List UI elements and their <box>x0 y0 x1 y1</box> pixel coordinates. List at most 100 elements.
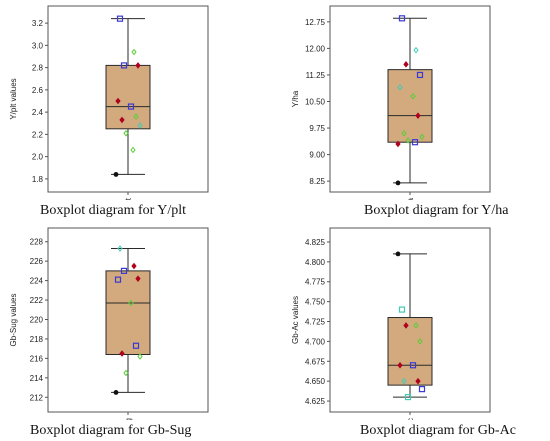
data-point <box>115 97 121 105</box>
data-point <box>403 61 409 68</box>
data-point <box>411 139 419 146</box>
iqr-box <box>105 270 151 356</box>
y-tick-label: 4.675 <box>305 357 326 366</box>
y-axis-label: Y/plt values <box>9 78 18 119</box>
outlier-point <box>113 390 119 395</box>
y-tick-label: 2.0 <box>32 153 44 162</box>
data-point <box>116 15 124 22</box>
iqr-box <box>387 317 433 386</box>
y-tick-label: 216 <box>30 354 44 363</box>
data-point <box>417 338 423 345</box>
y-tick-label: 11.25 <box>306 71 326 80</box>
boxplot-chart-gb-ac: 4.625 4.650 4.675 4.700 4.725 4.750 4.775 4.800… <box>291 227 491 420</box>
data-point <box>135 275 141 282</box>
category-label: Y/plt <box>124 197 133 200</box>
y-tick-label: 2.8 <box>32 64 44 73</box>
boxplot-chart-y-plt: 1.8 2.0 2.2 2.4 2.6 2.8 3.0 3.2 Y/plt values Y/pl… <box>9 5 209 200</box>
y-tick-label: 2.4 <box>32 108 44 117</box>
y-tick-label: 9.00 <box>309 151 325 160</box>
y-tick-label: 4.825 <box>305 238 326 247</box>
y-tick-label: 218 <box>30 335 44 344</box>
data-point <box>120 62 128 69</box>
data-point <box>135 62 141 69</box>
data-point <box>133 113 139 120</box>
data-point <box>123 129 129 137</box>
data-point <box>114 276 122 283</box>
data-point <box>132 342 140 349</box>
outlier-point <box>395 251 401 257</box>
data-point <box>413 322 419 329</box>
category-label: Gb-Sug <box>124 418 133 420</box>
data-point <box>404 393 412 401</box>
data-point <box>119 116 125 124</box>
caption-gb-sug: Boxplot diagram for Gb-Sug <box>30 423 192 438</box>
data-point <box>137 122 143 129</box>
data-point <box>398 306 406 313</box>
data-point <box>403 322 409 329</box>
data-point <box>117 245 123 252</box>
data-point <box>131 262 137 270</box>
data-point <box>415 112 421 119</box>
data-point <box>418 386 426 393</box>
data-point <box>120 267 128 274</box>
y-tick-label: 4.800 <box>305 258 326 267</box>
caption-gb-ac: Boxplot diagram for Gb-Ac <box>360 423 516 438</box>
y-tick-label: 1.8 <box>32 175 44 184</box>
data-point <box>410 92 416 100</box>
y-tick-label: 4.650 <box>305 377 326 386</box>
y-tick-label: 8.25 <box>309 177 325 186</box>
caption-y-plt: Boxplot diagram for Y/plt <box>40 203 187 218</box>
data-point <box>130 146 136 154</box>
y-tick-label: 4.725 <box>305 318 326 327</box>
y-tick-label: 222 <box>30 296 44 305</box>
data-point <box>123 369 129 377</box>
y-tick-label: 4.625 <box>305 397 326 406</box>
y-axis-label: Gb-Sug values <box>9 294 18 347</box>
boxplot-chart-y-ha: 8.25 9.00 9.75 10.50 11.25 12.00 12.75 Y/ha Y/ha <box>291 5 491 200</box>
data-point <box>413 46 419 54</box>
category-label: Gb-Ac <box>406 418 415 420</box>
y-tick-label: 220 <box>30 316 44 325</box>
y-tick-label: 214 <box>30 374 44 383</box>
boxplot-chart-gb-sug: 212 214 216 218 220 222 224 226 228 Gb-Sug values… <box>9 227 209 420</box>
y-tick-label: 12.00 <box>305 44 326 53</box>
y-tick-label: 212 <box>30 393 44 402</box>
data-point <box>398 15 406 22</box>
data-point <box>419 133 425 141</box>
data-point <box>395 140 401 148</box>
y-tick-label: 3.2 <box>32 19 44 28</box>
data-point <box>409 362 417 369</box>
data-point <box>128 299 134 307</box>
data-point <box>397 84 403 91</box>
y-tick-label: 12.75 <box>305 18 326 27</box>
outlier-point <box>113 172 119 177</box>
caption-y-ha: Boxplot diagram for Y/ha <box>364 203 509 218</box>
data-point <box>401 130 407 137</box>
y-axis-label: Y/ha <box>291 90 300 107</box>
y-tick-label: 10.50 <box>305 98 326 107</box>
data-point <box>405 137 411 144</box>
y-tick-label: 224 <box>30 277 44 286</box>
data-point <box>127 103 135 110</box>
y-tick-label: 228 <box>30 238 44 247</box>
outlier-point <box>395 180 401 186</box>
y-tick-label: 226 <box>30 257 44 266</box>
data-point <box>137 353 143 360</box>
y-axis-label: Gb-Ac values <box>291 296 300 344</box>
data-point <box>397 361 403 369</box>
data-point <box>401 377 407 385</box>
data-point <box>131 48 137 56</box>
y-tick-label: 4.700 <box>305 337 326 346</box>
data-point <box>119 350 125 357</box>
data-point <box>415 377 421 385</box>
iqr-box <box>387 69 433 143</box>
y-tick-label: 4.750 <box>305 298 326 307</box>
y-tick-label: 2.2 <box>32 130 44 139</box>
y-tick-label: 3.0 <box>32 41 44 50</box>
y-tick-label: 4.775 <box>305 278 326 287</box>
y-tick-label: 2.6 <box>32 86 44 95</box>
data-point <box>416 71 424 79</box>
y-tick-label: 9.75 <box>309 124 325 133</box>
iqr-box <box>105 64 151 130</box>
category-label: Y/ha <box>406 197 415 200</box>
